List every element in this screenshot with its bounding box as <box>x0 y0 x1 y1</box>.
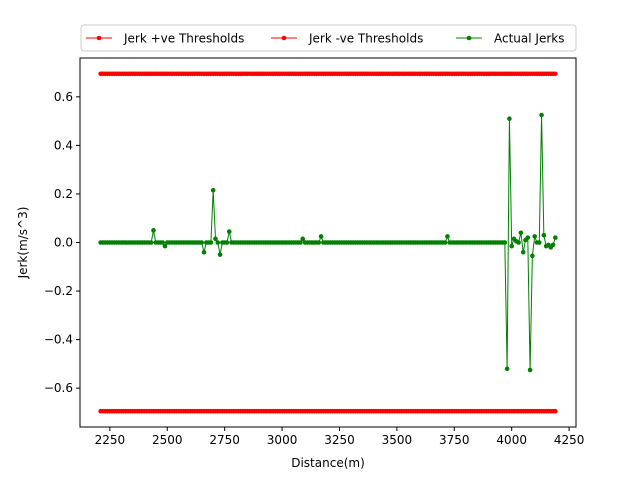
data-point <box>160 240 165 245</box>
legend-entry: Jerk +ve Thresholds <box>86 32 244 46</box>
data-point <box>217 252 223 257</box>
data-point <box>532 234 537 239</box>
y-tick-label: 0.6 <box>54 90 73 104</box>
legend-marker <box>96 35 102 41</box>
legend-marker <box>281 35 287 41</box>
series-jerk-ve-thresholds <box>98 71 558 77</box>
data-point <box>199 240 204 245</box>
data-point <box>504 366 510 372</box>
y-tick-label: −0.4 <box>44 333 73 347</box>
data-point <box>509 243 514 249</box>
x-axis-label: Distance(m) <box>291 456 365 470</box>
x-tick-label: 4000 <box>496 433 527 447</box>
x-tick-label: 2250 <box>95 433 126 447</box>
data-point <box>201 249 207 255</box>
data-point <box>213 236 218 242</box>
x-tick-label: 3500 <box>382 433 413 447</box>
y-tick-label: −0.6 <box>44 381 73 395</box>
x-tick-label: 3750 <box>439 433 470 447</box>
legend-label: Actual Jerks <box>494 32 564 46</box>
series-actual-jerks <box>98 112 558 373</box>
data-point <box>550 242 556 248</box>
data-point <box>553 71 558 77</box>
legend-box <box>80 24 577 52</box>
data-point <box>527 367 533 373</box>
x-tick-label: 3250 <box>324 433 355 447</box>
x-tick-label: 4250 <box>554 433 585 447</box>
data-point <box>541 232 547 238</box>
data-point <box>215 240 221 245</box>
data-point <box>300 236 306 242</box>
y-tick-label: −0.2 <box>44 284 73 298</box>
data-point <box>518 230 524 236</box>
y-axis-label: Jerk(m/s^3) <box>16 207 30 280</box>
data-point <box>539 112 544 118</box>
data-point <box>162 243 168 249</box>
data-point <box>536 240 542 245</box>
y-tick-label: 0.4 <box>54 138 73 152</box>
x-tick-label: 2500 <box>152 433 183 447</box>
data-point <box>553 235 558 240</box>
x-tick-label: 2750 <box>209 433 240 447</box>
data-point <box>530 253 535 259</box>
legend-entry: Jerk -ve Thresholds <box>271 32 423 46</box>
data-point <box>445 234 450 239</box>
data-point <box>318 234 324 239</box>
data-point <box>298 240 303 245</box>
data-point <box>226 229 232 234</box>
y-tick-label: 0.2 <box>54 187 73 201</box>
data-point <box>208 240 214 245</box>
x-tick-label: 3000 <box>267 433 298 447</box>
data-point <box>210 188 216 193</box>
data-point <box>520 249 526 255</box>
data-point <box>502 240 508 245</box>
legend: Jerk +ve Thresholds Jerk -ve Thresholds Ac… <box>80 24 577 52</box>
data-point <box>507 116 512 121</box>
legend-entry: Actual Jerks <box>456 32 564 46</box>
legend-label: Jerk -ve Thresholds <box>308 32 423 46</box>
legend-marker <box>466 35 472 41</box>
data-point <box>224 240 230 245</box>
data-point <box>553 408 558 414</box>
data-point <box>516 240 521 245</box>
data-point <box>442 240 448 245</box>
data-point <box>316 240 322 245</box>
plot-layer <box>98 71 558 414</box>
data-point <box>525 235 531 240</box>
axes-layer: 2250 2500 2750 3000 3250 3500 3750 4000 4250 −0.6… <box>16 57 585 470</box>
data-point <box>151 228 156 233</box>
legend-label: Jerk +ve Thresholds <box>123 32 244 46</box>
y-tick-label: 0.0 <box>54 236 73 250</box>
data-point <box>148 240 154 245</box>
series-jerk-ve-thresholds <box>98 408 558 414</box>
